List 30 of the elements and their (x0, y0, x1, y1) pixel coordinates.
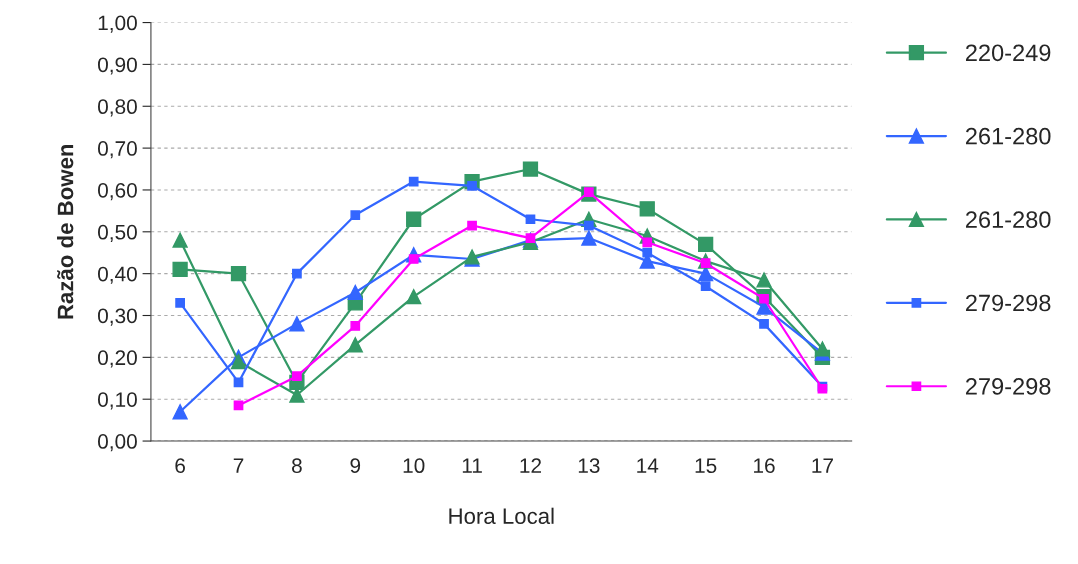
x-tick-label: 9 (350, 458, 361, 474)
y-tick-label: 0,70 (98, 141, 137, 159)
y-tick-label: 0,90 (98, 57, 137, 75)
x-tick-label: 16 (754, 458, 775, 474)
x-tick-label: 12 (520, 458, 542, 473)
y-tick-label: 0,40 (98, 266, 137, 284)
x-tick-label: 15 (695, 458, 717, 474)
x-tick-label: 6 (175, 458, 185, 474)
x-tick-label: 11 (462, 458, 482, 473)
legend-label: 261-280 (965, 211, 1051, 228)
x-tick-label: 7 (233, 458, 244, 473)
x-tick-label: 8 (292, 458, 302, 474)
y-tick-label: 0,10 (98, 392, 137, 410)
x-tick-label: 14 (637, 458, 659, 473)
y-tick-label: 0,30 (98, 308, 137, 326)
x-tick-label: 10 (403, 458, 425, 474)
x-tick-label: 13 (578, 458, 600, 474)
x-tick-label: 17 (812, 458, 833, 473)
y-tick-label: 0,80 (98, 99, 137, 117)
y-tick-label: 1,00 (98, 15, 137, 33)
y-axis-title: Razão de Bowen (57, 144, 74, 319)
legend-label: 279-298 (965, 378, 1051, 395)
x-axis-title: Hora Local (449, 507, 554, 525)
y-tick-label: 0,00 (98, 434, 137, 452)
y-tick-label: 0,60 (98, 182, 137, 201)
legend-label: 261-280 (965, 127, 1051, 145)
legend-label: 279-298 (965, 294, 1051, 312)
y-tick-label: 0,50 (98, 224, 137, 243)
y-tick-label: 0,20 (98, 350, 137, 368)
legend-label: 220-249 (965, 44, 1051, 62)
